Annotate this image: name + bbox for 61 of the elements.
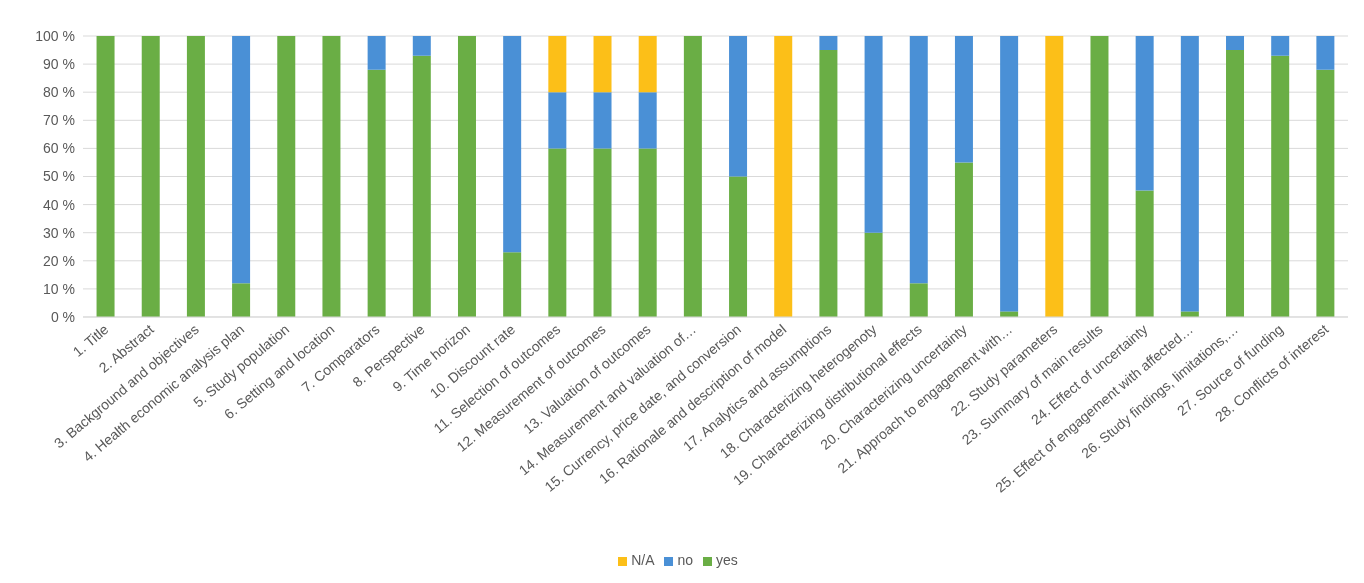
bar: [548, 36, 567, 93]
bar: [548, 92, 567, 149]
bar: [864, 36, 883, 233]
bar: [1135, 190, 1154, 317]
bar: [593, 148, 612, 317]
bar: [1135, 36, 1154, 191]
bar: [593, 36, 612, 93]
bar: [1316, 36, 1335, 70]
bar: [1271, 36, 1290, 56]
bar: [503, 36, 522, 253]
legend-label: yes: [716, 552, 738, 568]
bar: [503, 252, 522, 317]
bar: [683, 36, 702, 317]
bar: [412, 55, 431, 317]
bar: [141, 36, 160, 317]
bar: [1180, 36, 1199, 312]
bar: [593, 92, 612, 149]
bar: [638, 36, 657, 93]
bar: [457, 36, 476, 317]
y-tick-label: 90 %: [43, 56, 75, 73]
bar: [638, 92, 657, 149]
bar: [277, 36, 296, 317]
y-tick-label: 30 %: [43, 224, 75, 241]
bar: [412, 36, 431, 56]
bar: [954, 36, 973, 163]
y-tick-label: 20 %: [43, 252, 75, 269]
bar: [186, 36, 205, 317]
y-tick-label: 80 %: [43, 84, 75, 101]
bar: [232, 283, 251, 317]
y-tick-label: 50 %: [43, 168, 75, 185]
y-tick-label: 70 %: [43, 112, 75, 129]
bar: [819, 36, 838, 51]
bar: [1045, 36, 1064, 317]
y-tick-label: 60 %: [43, 140, 75, 157]
bar: [819, 50, 838, 317]
bar: [322, 36, 341, 317]
bar: [367, 69, 386, 317]
bar: [954, 162, 973, 317]
bar: [1226, 50, 1245, 317]
bar: [232, 36, 251, 284]
y-tick-label: 10 %: [43, 280, 75, 297]
bar: [729, 176, 748, 317]
bar: [774, 36, 793, 317]
bar: [548, 148, 567, 317]
bar: [729, 36, 748, 177]
bar: [367, 36, 386, 70]
bar: [1000, 36, 1019, 312]
bar: [1316, 69, 1335, 317]
y-tick-label: 40 %: [43, 196, 75, 213]
bar: [96, 36, 115, 317]
bar: [1271, 55, 1290, 317]
bar: [638, 148, 657, 317]
bar: [909, 283, 928, 317]
bar: [1090, 36, 1109, 317]
bar: [909, 36, 928, 284]
y-tick-label: 100 %: [35, 27, 75, 44]
legend-label: N/A: [631, 552, 655, 568]
y-tick-label: 0 %: [50, 308, 75, 325]
bar: [864, 232, 883, 317]
legend-label: no: [677, 552, 694, 568]
bar: [1226, 36, 1245, 51]
